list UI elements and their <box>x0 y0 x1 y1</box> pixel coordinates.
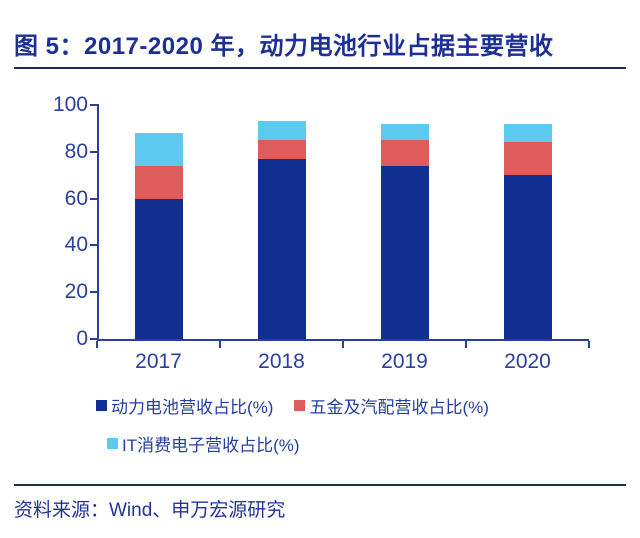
x-axis-tick <box>465 341 467 348</box>
title-underline <box>14 67 626 69</box>
x-axis-label: 2017 <box>135 350 182 373</box>
y-axis-tick <box>90 104 97 106</box>
x-axis-label: 2020 <box>504 350 551 373</box>
source-text: 资料来源：Wind、申万宏源研究 <box>14 500 286 521</box>
legend-item: IT消费电子营收占比(%) <box>107 431 300 456</box>
legend-label: IT消费电子营收占比(%) <box>122 435 300 455</box>
y-axis-label: 80 <box>64 139 88 163</box>
x-axis-tick <box>96 341 98 348</box>
bar-segment <box>380 165 429 339</box>
bar-segment <box>380 123 429 141</box>
bar-segment <box>134 133 183 166</box>
x-axis-label: 2018 <box>258 350 305 373</box>
x-axis-tick <box>342 341 344 348</box>
figure-title: 图 5：2017-2020 年，动力电池行业占据主要营收 <box>14 33 554 60</box>
y-axis-label: 40 <box>64 233 88 257</box>
y-axis-tick <box>90 338 97 340</box>
x-axis-label: 2019 <box>381 350 428 373</box>
bar-segment <box>134 165 183 199</box>
y-axis-tick <box>90 291 97 294</box>
bar-segment <box>257 140 306 159</box>
bar-segment <box>503 175 552 339</box>
bar-segment <box>503 123 552 143</box>
legend-swatch-icon <box>107 437 118 449</box>
chart-legend-row-2: IT消费电子营收占比(%) <box>107 431 321 456</box>
legend-label: 五金及汽配营收占比(%) <box>309 397 489 417</box>
legend-item: 五金及汽配营收占比(%) <box>294 393 489 418</box>
legend-swatch-icon <box>96 399 107 411</box>
y-axis-tick <box>90 197 97 200</box>
y-axis-tick <box>90 150 97 153</box>
bar-segment <box>380 140 429 166</box>
x-axis-tick <box>219 341 221 348</box>
bar-segment <box>503 142 552 176</box>
plot-area <box>97 104 589 341</box>
source-divider <box>14 484 626 486</box>
y-axis-label: 20 <box>64 280 88 304</box>
bar-segment <box>257 158 306 339</box>
bar-segment <box>257 121 306 141</box>
legend-swatch-icon <box>294 399 306 411</box>
x-axis-tick <box>588 341 590 348</box>
legend-label: 动力电池营收占比(%) <box>111 397 274 417</box>
y-axis-label: 100 <box>52 93 88 116</box>
y-axis-label: 0 <box>76 327 88 350</box>
y-axis-tick <box>90 244 97 247</box>
chart-legend-row-1: 动力电池营收占比(%) 五金及汽配营收占比(%) <box>96 393 510 418</box>
y-axis-label: 60 <box>64 186 88 210</box>
bar-segment <box>134 198 183 339</box>
legend-item: 动力电池营收占比(%) <box>96 393 273 418</box>
